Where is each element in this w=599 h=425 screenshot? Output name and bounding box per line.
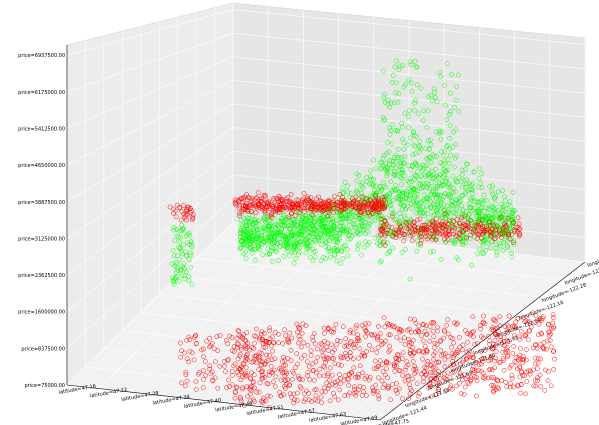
z-tick-label: price=6937500.00	[18, 53, 65, 59]
data-point	[534, 342, 538, 346]
data-point	[494, 350, 498, 354]
data-point	[519, 391, 523, 395]
data-point	[510, 374, 514, 378]
data-point	[533, 356, 537, 360]
data-point	[525, 379, 529, 383]
z-tick-label: price=6175000.00	[18, 90, 65, 96]
data-point	[538, 343, 542, 347]
data-point	[479, 369, 483, 373]
data-point	[417, 391, 421, 395]
data-point	[508, 366, 512, 370]
data-point	[476, 368, 480, 372]
data-point	[524, 392, 528, 396]
data-point	[543, 388, 547, 392]
z-tick-label: price=1600000.00	[18, 310, 65, 316]
data-point	[535, 366, 539, 370]
data-point	[552, 367, 556, 371]
data-point	[551, 349, 555, 353]
data-point	[531, 368, 535, 372]
data-point	[502, 368, 506, 372]
z-axis-tick-labels: price=75000.00 price=837500.00 price=16000…	[18, 53, 65, 389]
data-point	[457, 381, 461, 385]
data-point	[549, 384, 553, 388]
data-point	[536, 376, 540, 380]
data-point	[536, 361, 540, 365]
data-point	[454, 384, 458, 388]
data-point	[506, 324, 510, 328]
data-point	[536, 357, 540, 361]
data-point	[551, 316, 555, 320]
data-point	[514, 355, 518, 359]
data-point	[524, 348, 528, 352]
z-tick-label: price=5412500.00	[18, 126, 65, 132]
data-point	[513, 359, 517, 363]
data-point	[463, 385, 467, 389]
data-point	[511, 344, 515, 348]
data-point	[504, 380, 508, 384]
data-point	[497, 387, 501, 391]
data-point	[474, 394, 478, 398]
data-point	[511, 351, 515, 355]
z-tick-label: price=3125000.00	[18, 236, 65, 242]
z-tick-label: price=3887500.00	[18, 200, 65, 206]
data-point	[538, 373, 542, 377]
data-point	[526, 338, 530, 342]
data-point	[546, 379, 550, 383]
data-point	[514, 361, 518, 365]
data-point	[509, 363, 513, 367]
y-tick-label: longitude=-122.52	[587, 247, 599, 269]
z-tick-label: price=2362500.00	[18, 273, 65, 279]
z-tick-label: price=4650000.00	[18, 163, 65, 169]
data-point	[518, 346, 522, 350]
data-point	[473, 375, 477, 379]
data-point	[533, 362, 537, 366]
data-point	[548, 338, 552, 342]
z-tick-label: price=75000.00	[25, 383, 66, 389]
data-point	[553, 357, 557, 361]
data-point	[551, 321, 555, 325]
z-tick-label: price=837500.00	[21, 346, 65, 352]
data-point	[549, 345, 553, 349]
data-point	[539, 385, 543, 389]
